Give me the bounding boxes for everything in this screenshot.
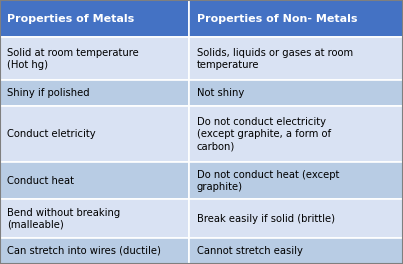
Text: Break easily if solid (brittle): Break easily if solid (brittle) [197, 214, 334, 224]
Text: Cannot stretch easily: Cannot stretch easily [197, 246, 303, 256]
Bar [0, 80, 189, 106]
Text: Bend without breaking
(malleable): Bend without breaking (malleable) [7, 208, 120, 230]
Bar [0, 199, 189, 238]
Bar [189, 0, 403, 37]
Text: Can stretch into wires (ductile): Can stretch into wires (ductile) [7, 246, 161, 256]
Text: Conduct eletricity: Conduct eletricity [7, 129, 96, 139]
Text: Do not conduct electricity
(except graphite, a form of
carbon): Do not conduct electricity (except graph… [197, 117, 331, 151]
Bar [189, 199, 403, 238]
Bar [189, 106, 403, 162]
Bar [0, 238, 189, 264]
Text: Not shiny: Not shiny [197, 88, 244, 98]
Text: Properties of Non- Metals: Properties of Non- Metals [197, 14, 357, 24]
Bar [0, 162, 189, 199]
Bar [189, 162, 403, 199]
Bar [189, 238, 403, 264]
Bar [0, 0, 189, 37]
Bar [189, 80, 403, 106]
Bar [0, 106, 189, 162]
Text: Do not conduct heat (except
graphite): Do not conduct heat (except graphite) [197, 169, 339, 192]
Text: Conduct heat: Conduct heat [7, 176, 74, 186]
Bar [0, 37, 189, 80]
Text: Shiny if polished: Shiny if polished [7, 88, 90, 98]
Text: Properties of Metals: Properties of Metals [7, 14, 135, 24]
Text: Solids, liquids or gases at room
temperature: Solids, liquids or gases at room tempera… [197, 48, 353, 70]
Bar [189, 37, 403, 80]
Text: Solid at room temperature
(Hot hg): Solid at room temperature (Hot hg) [7, 48, 139, 70]
